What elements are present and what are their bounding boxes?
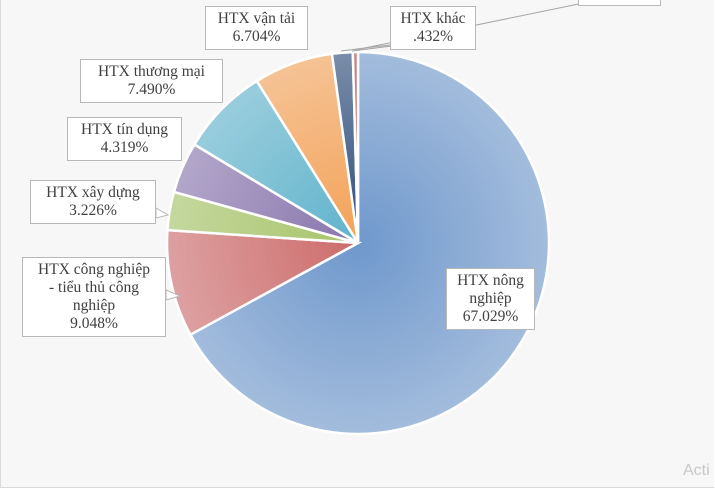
data-label-htx-khac: HTX khác .432% <box>390 6 476 50</box>
data-label-htx-thuong-mai: HTX thương mại 7.490% <box>80 59 223 103</box>
label-line: HTX xây dựng <box>46 184 140 201</box>
label-value: 6.704% <box>232 28 281 45</box>
label-line: HTX nông <box>457 272 524 289</box>
label-value: .432% <box>412 28 454 45</box>
pie-slice-1 <box>188 50 551 436</box>
watermark-text: Acti <box>683 462 710 479</box>
label-line: nghiệp <box>469 290 512 307</box>
label-line: nghiệp <box>72 297 116 314</box>
label-pointer-2 <box>165 289 182 301</box>
label-line: HTX khác <box>400 10 466 27</box>
label-value: 7.490% <box>127 81 176 98</box>
data-label-htx-cong-nghiep: HTX công nghiệp - tiểu thủ công nghiệp 9.04… <box>22 257 166 337</box>
label-value: 9.048% <box>70 315 118 332</box>
label-line: HTX công nghiệp <box>38 261 150 278</box>
label-line: HTX tín dụng <box>81 121 168 138</box>
label-value: 3.226% <box>69 202 117 219</box>
label-pointer-1 <box>155 207 170 219</box>
label-value: 4.319% <box>100 139 149 156</box>
pie-slice-8 <box>351 50 360 244</box>
pie-slice-2 <box>165 228 363 337</box>
label-line: - tiểu thủ công <box>49 279 139 296</box>
data-label-htx-nong-nghiep: HTX nông nghiệp 67.029% <box>446 268 535 330</box>
data-label-offscreen <box>578 0 661 6</box>
label-line: HTX thương mại <box>97 63 205 80</box>
data-label-htx-van-tai: HTX vận tải 6.704% <box>205 6 308 50</box>
label-line: HTX vận tải <box>217 10 296 27</box>
data-label-htx-xay-dung: HTX xây dựng 3.226% <box>30 180 156 224</box>
label-value: 67.029% <box>462 308 519 325</box>
data-label-htx-tin-dung: HTX tín dụng 4.319% <box>67 117 182 161</box>
